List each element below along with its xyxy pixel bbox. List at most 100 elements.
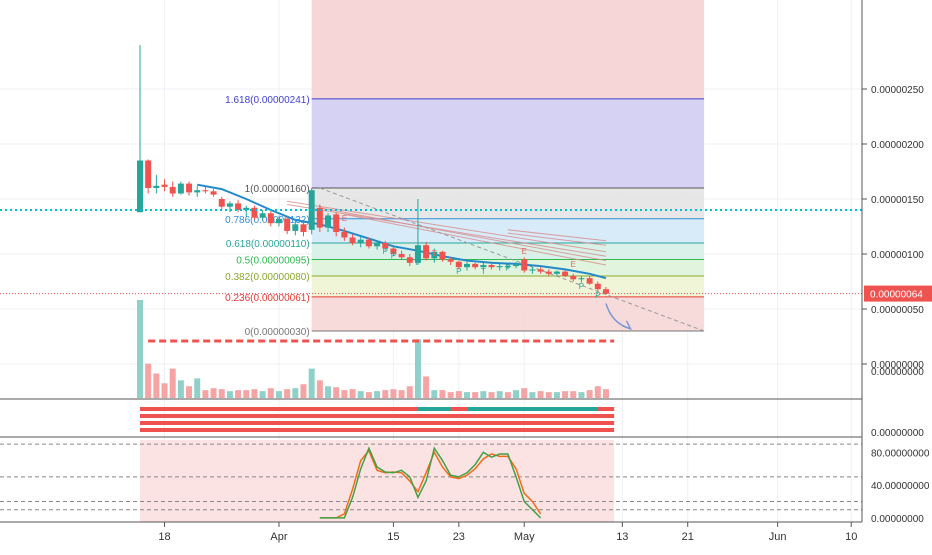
volume-bar-25 (341, 390, 348, 398)
trend-lines (319, 187, 705, 332)
volume-bar-11 (226, 391, 233, 398)
candle-body-49 (537, 269, 544, 272)
strip-teal-1 (467, 407, 598, 411)
volume-bar-38 (447, 392, 454, 398)
candle-body-4 (169, 186, 176, 194)
fib-fill-1 (311, 188, 705, 219)
volume-bar-3 (161, 383, 168, 398)
volume-bar-32 (398, 390, 405, 398)
candle-body-29 (374, 243, 381, 247)
candle-body-28 (365, 239, 372, 247)
candle-body-48 (529, 269, 536, 271)
candle-body-5 (177, 183, 184, 194)
indicator-letter-6: T (481, 267, 486, 276)
candle-body-15 (259, 213, 266, 218)
candle-body-2 (153, 185, 160, 188)
volume-bar-39 (455, 391, 462, 398)
candle-body-37 (439, 251, 446, 260)
volume-bar-14 (251, 389, 258, 398)
volume-bar-0 (137, 300, 143, 398)
price-tick-label-5: 0.00000000 (871, 360, 924, 371)
band-line-1 (287, 204, 607, 257)
strip-teal-0 (417, 407, 451, 411)
candle-body-6 (186, 183, 193, 193)
candle-body-10 (218, 199, 225, 207)
price-tick-label-0: 0.00000250 (871, 85, 924, 96)
volume-bar-43 (488, 392, 495, 398)
volume-bar-31 (390, 389, 397, 398)
indicator-letter-11: P (595, 291, 600, 300)
volume-bar-15 (259, 391, 266, 398)
fib-label-0.786: 0.786(0.00000132) (225, 215, 310, 226)
fib-label-1: 1(0.00000160) (245, 184, 310, 195)
fib-label-0: 0(0.00000030) (245, 327, 310, 338)
candle-body-14 (251, 207, 258, 218)
strip-axis-label: 0.00000000 (871, 428, 924, 439)
stochastic-tick-label-0: 80.00000000 (871, 448, 930, 459)
forecast-arrow-head (622, 320, 633, 331)
fib-fill-0.786 (311, 218, 705, 243)
volume-axis-label: 0.00000000 (871, 367, 924, 378)
volume-bar-57 (602, 389, 609, 398)
volume-bar-34 (414, 339, 421, 398)
candle-body-56 (594, 283, 601, 290)
candle-body-26 (349, 237, 356, 243)
candle-body-16 (267, 213, 274, 224)
candle-body-43 (488, 265, 495, 268)
candle-body-27 (357, 239, 364, 243)
candle-body-9 (210, 191, 217, 195)
fib-label-1.618: 1.618(0.00000241) (225, 95, 310, 106)
candle-body-55 (586, 278, 593, 284)
candle-body-47 (521, 259, 528, 271)
fib-fill-0.236 (311, 296, 705, 331)
volume-bar-5 (177, 380, 184, 398)
candle-body-23 (325, 215, 332, 228)
stochastic-d-line (319, 446, 542, 519)
volume-bar-30 (382, 390, 389, 398)
axes: 0.00000250 0.00000200 0.00000150 0.00000100… (0, 0, 932, 543)
strip-row-1 (140, 414, 615, 418)
x-tick-label-4: May (514, 531, 535, 543)
fib-label-0.5: 0.5(0.00000095) (236, 256, 309, 267)
signal-strip (0, 398, 862, 438)
candle-body-34 (414, 245, 421, 263)
volume-bar-16 (267, 388, 274, 398)
last-price-label: 0.00000064 (870, 290, 923, 301)
candle-body-19 (292, 224, 299, 231)
fibonacci-fills (311, 0, 705, 331)
strip-row-3 (140, 428, 615, 432)
indicator-letter-4: T (432, 249, 437, 258)
x-tick-label-8: 10 (845, 531, 857, 543)
volume-bar-52 (562, 391, 569, 398)
candle-body-33 (406, 257, 413, 263)
candle-body-30 (382, 243, 389, 249)
x-tick-label-1: Apr (270, 531, 287, 543)
volume-bar-56 (594, 386, 601, 398)
candle-body-54 (578, 278, 585, 280)
indicator-letter-9: E (571, 260, 576, 269)
last-price-tag (864, 285, 932, 302)
volume-bar-22 (316, 380, 323, 398)
volume-bar-8 (202, 390, 209, 398)
candle-body-3 (161, 184, 168, 187)
volume-bar-27 (357, 391, 364, 398)
candle-body-13 (243, 207, 250, 210)
indicator-letter-1: P (383, 247, 388, 256)
candle-body-36 (431, 251, 438, 259)
volume-bar-40 (464, 392, 470, 398)
volume-bar-28 (365, 392, 372, 398)
indicator-letter-5: P (456, 267, 461, 276)
volume-bar-50 (545, 392, 552, 398)
volume-bar-17 (275, 391, 282, 398)
candle-body-46 (513, 263, 520, 267)
volume-bar-24 (333, 387, 340, 398)
volume-bar-33 (406, 386, 413, 398)
volume-bar-12 (235, 390, 242, 398)
volume-bar-18 (284, 389, 291, 398)
strip-row-2 (140, 421, 615, 425)
fib-fill-1.618 (311, 98, 705, 188)
x-tick-label-5: 13 (616, 531, 628, 543)
band-line-4 (507, 229, 607, 242)
